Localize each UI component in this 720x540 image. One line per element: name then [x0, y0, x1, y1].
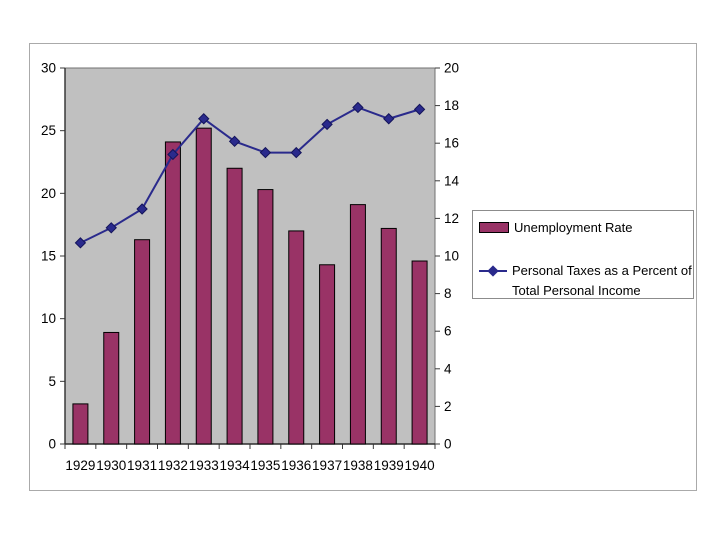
bar-1938	[349, 204, 366, 445]
right-axis-tick-label: 4	[444, 361, 452, 376]
bar-1939	[380, 227, 397, 445]
x-axis-label: 1940	[405, 458, 435, 473]
x-axis-label: 1936	[281, 458, 311, 473]
left-axis-tick-label: 20	[41, 186, 56, 201]
plot-area	[64, 67, 436, 445]
marker-1938	[352, 101, 364, 114]
x-axis-label: 1929	[65, 458, 95, 473]
bar-1934	[226, 167, 243, 445]
chart-frame: 0 5 10 15 20 25 30 0 2 4 6 8 10 12 14 16 18 20 1929 1930 193…	[29, 43, 697, 491]
x-axis-label: 1932	[158, 458, 188, 473]
marker-1940	[413, 103, 426, 116]
chart-legend: Unemployment Rate Personal Taxes as a Pe…	[472, 210, 694, 299]
marker-1932	[167, 148, 179, 161]
x-axis-label: 1931	[127, 458, 157, 473]
right-axis-tick-label: 16	[444, 136, 459, 151]
legend-item-unemployment-rate: Unemployment Rate	[479, 219, 633, 235]
combo-chart: 0 5 10 15 20 25 30 0 2 4 6 8 10 12 14 16 18 20 1929 1930 193…	[30, 44, 696, 490]
marker-1934	[228, 135, 241, 148]
diamond-marker-icon	[487, 265, 499, 277]
right-axis-tick-label: 14	[444, 173, 460, 188]
left-axis-tick-label: 30	[41, 61, 56, 76]
left-axis-tick-label: 15	[41, 249, 56, 264]
right-axis-tick-label: 18	[444, 98, 459, 113]
bar-1940	[411, 260, 428, 445]
marker-1937	[321, 118, 333, 131]
bar-1929	[72, 403, 89, 445]
right-axis-tick-label: 0	[444, 437, 452, 452]
left-axis-tick-label: 0	[48, 437, 56, 452]
right-axis-tick-label: 8	[444, 286, 452, 301]
right-axis-tick-label: 20	[444, 61, 459, 76]
bar-swatch-icon	[479, 221, 509, 233]
right-axis-tick-label: 12	[444, 211, 459, 226]
x-axis-label: 1935	[250, 458, 280, 473]
bar-1936	[288, 230, 305, 445]
bar-1935	[257, 189, 274, 445]
marker-1930	[105, 222, 117, 234]
legend-label-personal-taxes-line2: Total Personal Income	[512, 282, 641, 298]
x-axis-label: 1930	[96, 458, 126, 473]
bar-1937	[319, 264, 336, 445]
left-axis-tick-label: 5	[48, 374, 56, 389]
right-axis-tick-label: 6	[444, 324, 452, 339]
x-axis-label: 1933	[189, 458, 219, 473]
left-axis-tick-label: 25	[41, 123, 56, 138]
left-axis-tick-label: 10	[41, 311, 56, 326]
marker-1933	[198, 113, 210, 125]
x-axis-label: 1937	[312, 458, 342, 473]
bar-1930	[103, 331, 120, 445]
legend-label-personal-taxes-line1: Personal Taxes as a Percent of	[512, 263, 692, 278]
right-axis-tick-label: 10	[444, 249, 459, 264]
x-axis-label: 1934	[220, 458, 251, 473]
legend-label-unemployment-rate: Unemployment Rate	[514, 219, 633, 235]
marker-1939	[383, 113, 395, 125]
bar-1931	[134, 239, 151, 445]
line-marker-icon	[479, 261, 507, 281]
x-axis-label: 1939	[374, 458, 404, 473]
bar-1933	[195, 127, 212, 445]
marker-1929	[74, 237, 87, 249]
legend-item-personal-taxes: Personal Taxes as a Percent of Total Per…	[479, 261, 692, 300]
marker-1936	[290, 146, 302, 159]
right-axis-tick-label: 2	[444, 399, 452, 414]
marker-1935	[259, 146, 272, 159]
taxes-line	[79, 106, 420, 244]
x-axis-label: 1938	[343, 458, 373, 473]
legend-label-personal-taxes: Personal Taxes as a Percent of Total Per…	[512, 261, 692, 300]
marker-1931	[136, 203, 148, 215]
bar-1932	[164, 141, 181, 445]
